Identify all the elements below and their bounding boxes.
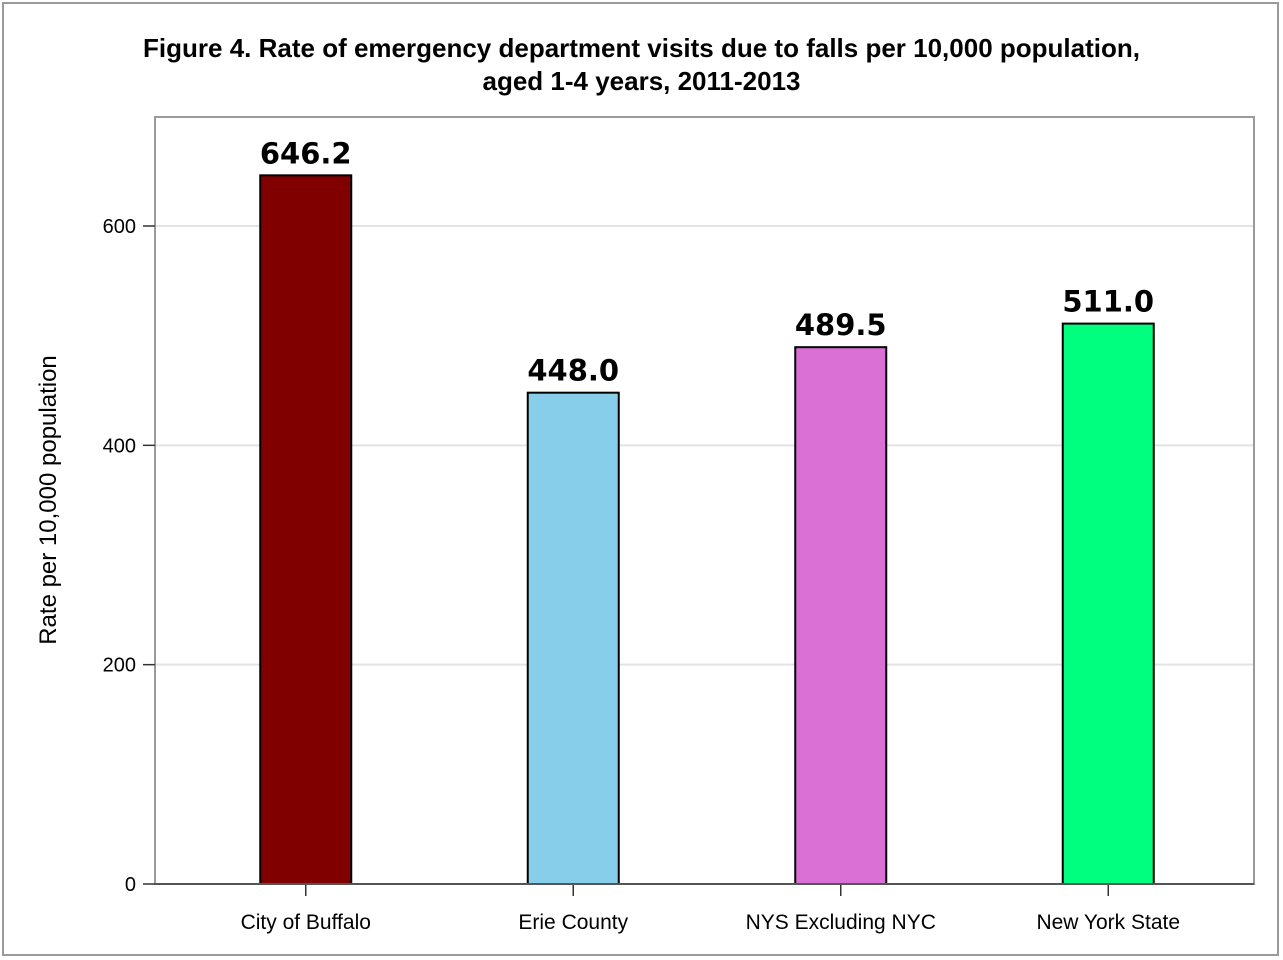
axes: 0 200 400 600 City of Buffalo Erie County NYS … <box>103 216 1254 934</box>
x-tick-label-city-of-buffalo: City of Buffalo <box>241 911 371 934</box>
data-label-city-of-buffalo: 646.2 <box>260 136 352 170</box>
data-label-nys-excluding-nyc: 489.5 <box>795 308 887 342</box>
bar-erie-county <box>526 391 620 885</box>
data-label-new-york-state: 511.0 <box>1062 285 1154 319</box>
bar-city-of-buffalo <box>259 174 353 886</box>
bars <box>259 174 1155 886</box>
x-tick-label-nys-excluding-nyc: NYS Excluding NYC <box>746 911 936 934</box>
x-tick-label-new-york-state: New York State <box>1036 911 1180 934</box>
x-tick-label-erie-county: Erie County <box>518 911 628 934</box>
y-tick-label-0: 0 <box>125 874 136 896</box>
chart-title: Figure 4. Rate of emergency department v… <box>0 32 1283 98</box>
chart-title-line-2: aged 1-4 years, 2011-2013 <box>482 66 801 96</box>
bar-nys-excluding-nyc <box>794 346 888 886</box>
y-tick-label-400: 400 <box>103 435 136 457</box>
y-tick-label-200: 200 <box>103 655 136 677</box>
chart-title-line-1: Figure 4. Rate of emergency department v… <box>143 33 1140 63</box>
y-tick-label-600: 600 <box>103 216 136 238</box>
bar-new-york-state <box>1061 322 1155 885</box>
y-axis-label: Rate per 10,000 population <box>35 355 62 645</box>
data-labels: 646.2 448.0 489.5 511.0 <box>260 136 1154 387</box>
data-label-erie-county: 448.0 <box>527 354 619 388</box>
